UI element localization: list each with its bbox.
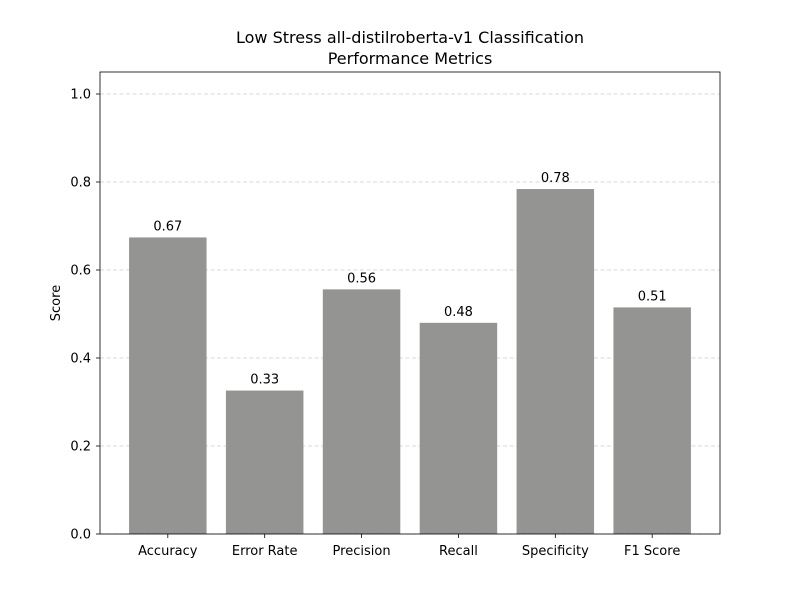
bar-value-label: 0.78 <box>541 171 570 186</box>
bar-value-labels: 0.67 0.33 0.56 0.48 0.78 0.51 <box>153 171 666 388</box>
bar-f1-score <box>613 307 691 534</box>
bar-accuracy <box>129 237 207 534</box>
x-tick-label: Specificity <box>522 544 589 559</box>
bar-value-label: 0.33 <box>250 373 279 388</box>
y-tick-label: 0.4 <box>70 352 91 367</box>
x-ticks: Accuracy Error Rate Precision Recall Specifi… <box>138 534 680 559</box>
bar-value-label: 0.48 <box>444 305 473 320</box>
bar-value-label: 0.67 <box>153 219 182 234</box>
x-tick-label: Accuracy <box>138 544 198 559</box>
y-ticks: 0.0 0.2 0.4 0.6 0.8 1.0 <box>70 88 100 543</box>
x-tick-label: Precision <box>333 544 391 559</box>
y-tick-label: 0.2 <box>70 440 91 455</box>
y-tick-label: 1.0 <box>70 88 91 103</box>
x-tick-label: Recall <box>439 544 478 559</box>
y-axis-label: Score <box>49 285 64 321</box>
bars <box>129 189 691 535</box>
bar-error-rate <box>225 390 304 534</box>
y-tick-label: 0.8 <box>70 176 91 191</box>
bar-value-label: 0.56 <box>347 271 376 286</box>
bar-recall <box>419 322 498 534</box>
x-tick-label: F1 Score <box>624 544 680 559</box>
y-tick-label: 0.0 <box>70 528 91 543</box>
axes <box>99 71 721 535</box>
plot-frame <box>99 71 721 535</box>
x-tick-label: Error Rate <box>232 544 298 559</box>
bar-value-label: 0.51 <box>638 289 667 304</box>
chart-title-line-2: Performance Metrics <box>328 49 493 68</box>
bar-precision <box>322 289 401 534</box>
bar-specificity <box>516 189 595 535</box>
y-tick-label: 0.6 <box>70 264 91 279</box>
chart-title-line-1: Low Stress all-distilroberta-v1 Classifi… <box>236 28 584 47</box>
